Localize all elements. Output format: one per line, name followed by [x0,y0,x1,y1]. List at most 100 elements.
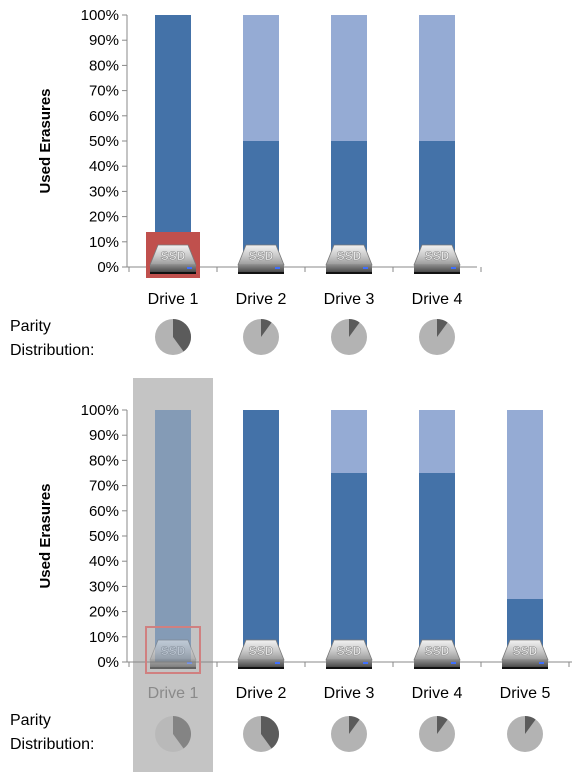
ssd-icon-4: SSD [413,244,461,274]
ssd-icon-3: SSD [325,244,373,274]
y-axis-title: Used Erasures [37,88,54,193]
ssd-led [539,662,544,664]
bar-unused-2 [243,15,279,141]
chart-top: Used Erasures 0% 10% 20% 30% 40% 50% 60% 70% 80% 9… [10,7,482,359]
parity-pie-5 [507,716,543,752]
category-label: Drive 3 [324,291,375,308]
ssd-label: SSD [337,249,362,263]
bar-used-4 [419,473,455,662]
ssd-label: SSD [161,249,186,263]
parity-label-line1: Parity [10,318,51,335]
ssd-base [238,660,284,667]
category-label: Drive 5 [500,685,551,702]
y-tick-label: 100% [81,7,119,24]
parity-pie-4 [419,319,455,355]
bar-used-3 [331,473,367,662]
y-tick-label: 0% [97,654,119,671]
ssd-led [363,662,368,664]
parity-pie-4 [419,716,455,752]
category-label: Drive 1 [148,685,199,702]
category-label: Drive 1 [148,291,199,308]
bar-unused-5 [507,410,543,599]
pie-parity-slice [173,716,191,749]
ssd-led [275,267,280,269]
ssd-base [414,660,460,667]
pie-parity-slice [525,716,536,734]
ssd-led [451,662,456,664]
ssd-label: SSD [425,644,450,658]
ssd-icon-3: SSD [325,639,373,669]
y-tick-label: 70% [89,478,119,495]
bar-unused-4 [419,15,455,141]
ssd-slot [414,272,460,274]
ssd-slot [326,272,372,274]
pie-parity-slice [437,716,448,734]
parity-pie-2 [243,716,279,752]
y-tick-label: 90% [89,427,119,444]
ssd-slot [150,272,196,274]
y-tick-label: 0% [97,259,119,276]
chart-bottom: Used Erasures 0% 10% 20% 30% 40% 50% 60% 70% 80% 9… [10,378,572,772]
bar-unused-4 [419,410,455,473]
parity-pie-1 [155,319,191,355]
category-label: Drive 4 [412,291,463,308]
ssd-highlight-box [145,626,201,674]
ssd-icon-4: SSD [413,639,461,669]
parity-pie-3 [331,716,367,752]
ssd-label: SSD [337,644,362,658]
y-tick-label: 60% [89,503,119,520]
ssd-led [187,662,192,664]
y-tick-label: 30% [89,578,119,595]
y-tick-label: 20% [89,604,119,621]
parity-pie-3 [331,319,367,355]
ssd-base [150,660,196,667]
pie-parity-slice [349,716,360,734]
ssd-icon-2: SSD [237,244,285,274]
bar-used-1 [155,410,191,662]
ssd-base [326,265,372,272]
category-label: Drive 3 [324,685,375,702]
ssd-label: SSD [249,249,274,263]
y-tick-label: 40% [89,158,119,175]
y-tick-label: 100% [81,402,119,419]
ssd-label: SSD [249,644,274,658]
y-tick-label: 90% [89,32,119,49]
y-tick-label: 60% [89,108,119,125]
category-label: Drive 2 [236,685,287,702]
y-tick-label: 80% [89,452,119,469]
ssd-slot [326,667,372,669]
ssd-base [414,265,460,272]
y-axis-title: Used Erasures [37,483,54,588]
parity-pie-2 [243,319,279,355]
ssd-slot [238,272,284,274]
pie-parity-slice [349,319,360,337]
y-tick-label: 50% [89,528,119,545]
ssd-label: SSD [513,644,538,658]
y-tick-label: 30% [89,183,119,200]
y-tick-label: 20% [89,209,119,226]
ssd-base [502,660,548,667]
ssd-label: SSD [161,644,186,658]
ssd-icon-5: SSD [501,639,549,669]
ssd-led [275,662,280,664]
ssd-slot [414,667,460,669]
bar-unused-3 [331,15,367,141]
ssd-led [187,267,192,269]
ssd-base [150,265,196,272]
ssd-slot [502,667,548,669]
pie-parity-slice [437,319,448,337]
parity-label-line2: Distribution: [10,736,94,753]
parity-label-line2: Distribution: [10,342,94,359]
category-label: Drive 2 [236,291,287,308]
ssd-label: SSD [425,249,450,263]
bar-used-2 [243,410,279,662]
pie-parity-slice [261,319,272,337]
bar-used-1 [155,15,191,267]
y-tick-label: 50% [89,133,119,150]
pie-parity-slice [261,716,279,749]
ssd-slot [150,667,196,669]
y-tick-label: 10% [89,629,119,646]
y-tick-label: 10% [89,234,119,251]
y-tick-label: 70% [89,83,119,100]
